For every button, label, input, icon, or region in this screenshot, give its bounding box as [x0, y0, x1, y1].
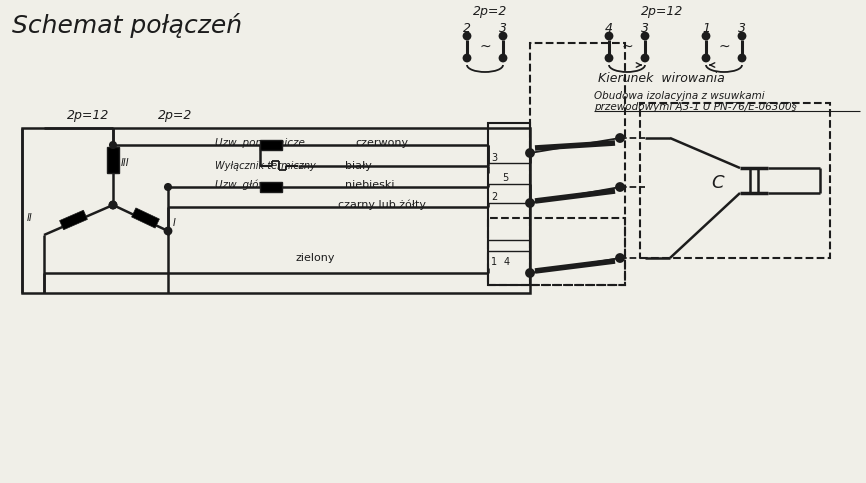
Text: 2p=2: 2p=2	[158, 110, 192, 123]
Circle shape	[739, 32, 746, 40]
Text: Obudowa izolacyjna z wsuwkami: Obudowa izolacyjna z wsuwkami	[594, 91, 765, 101]
Text: C: C	[712, 174, 724, 192]
Text: 2p=12: 2p=12	[67, 110, 109, 123]
Bar	[260, 140, 282, 150]
Text: II: II	[27, 213, 33, 223]
Text: ~: ~	[621, 40, 633, 54]
Text: 2p=12: 2p=12	[641, 5, 683, 18]
Circle shape	[739, 55, 746, 61]
Text: 1: 1	[491, 257, 497, 267]
Bar	[260, 182, 282, 192]
Text: zielony: zielony	[295, 253, 334, 263]
Text: 2p=2: 2p=2	[473, 5, 507, 18]
Text: Schemat połączeń: Schemat połączeń	[12, 13, 242, 38]
Text: biały: biały	[345, 161, 372, 171]
Circle shape	[616, 254, 624, 262]
Bar	[488, 218, 625, 285]
Bar	[530, 43, 625, 285]
Text: 3: 3	[499, 22, 507, 34]
Bar	[22, 128, 530, 293]
Text: 3: 3	[641, 22, 649, 34]
Text: Uzw. główne: Uzw. główne	[215, 180, 280, 190]
Circle shape	[500, 55, 507, 61]
Text: niebieski: niebieski	[345, 180, 395, 190]
Circle shape	[642, 55, 649, 61]
Circle shape	[642, 32, 649, 40]
Circle shape	[110, 142, 116, 148]
Text: ~: ~	[479, 40, 491, 54]
Circle shape	[616, 183, 624, 191]
Text: III: III	[121, 158, 130, 168]
Text: 3: 3	[738, 22, 746, 34]
Bar	[488, 123, 530, 285]
Circle shape	[605, 32, 612, 40]
Polygon shape	[60, 210, 87, 230]
Circle shape	[463, 32, 470, 40]
Text: 2: 2	[491, 192, 497, 202]
Bar	[107, 147, 119, 173]
Bar	[640, 103, 830, 258]
Circle shape	[616, 134, 624, 142]
Text: 4: 4	[504, 257, 510, 267]
Text: 4: 4	[605, 22, 613, 34]
Circle shape	[702, 55, 709, 61]
Polygon shape	[132, 208, 159, 228]
Circle shape	[526, 269, 534, 277]
Text: 1: 1	[702, 22, 710, 34]
Text: Wyłącznik termiczny: Wyłącznik termiczny	[215, 161, 316, 171]
Text: Uzw. pomocnicze: Uzw. pomocnicze	[215, 138, 305, 148]
Text: 2: 2	[463, 22, 471, 34]
Text: I: I	[173, 218, 176, 228]
Text: przewodowymi Ą3-1 U PN-76/E-06300§: przewodowymi Ą3-1 U PN-76/E-06300§	[594, 102, 797, 112]
Circle shape	[526, 199, 534, 207]
Circle shape	[109, 201, 117, 209]
Text: Kierunek  wirowania: Kierunek wirowania	[598, 71, 725, 85]
Circle shape	[500, 32, 507, 40]
Text: 3: 3	[491, 153, 497, 163]
Circle shape	[605, 55, 612, 61]
Text: 5: 5	[502, 173, 508, 183]
Circle shape	[165, 184, 171, 190]
Circle shape	[526, 149, 534, 157]
Circle shape	[165, 227, 171, 235]
Circle shape	[463, 55, 470, 61]
Circle shape	[109, 201, 117, 209]
Text: czerwony: czerwony	[355, 138, 408, 148]
Text: ~: ~	[718, 40, 730, 54]
Text: czarny lub żółty: czarny lub żółty	[338, 200, 426, 210]
Circle shape	[702, 32, 709, 40]
